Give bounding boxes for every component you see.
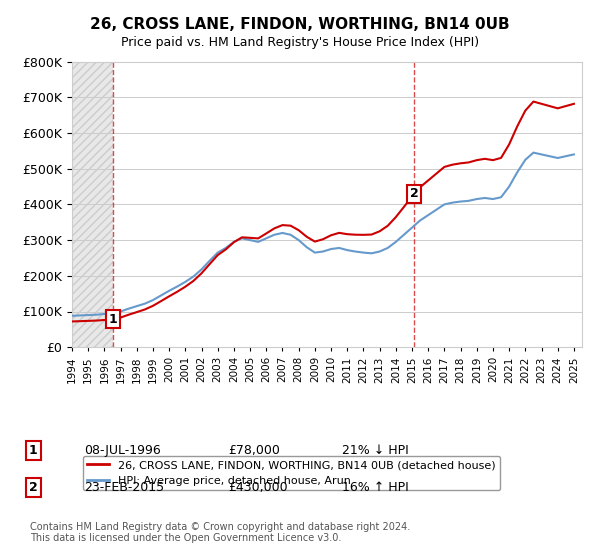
Text: £430,000: £430,000 — [228, 480, 287, 494]
Text: 2: 2 — [410, 187, 419, 200]
Text: 1: 1 — [29, 444, 37, 458]
Bar — [72, 62, 113, 347]
Text: 16% ↑ HPI: 16% ↑ HPI — [342, 480, 409, 494]
Text: 26, CROSS LANE, FINDON, WORTHING, BN14 0UB: 26, CROSS LANE, FINDON, WORTHING, BN14 0… — [90, 17, 510, 32]
Text: 21% ↓ HPI: 21% ↓ HPI — [342, 444, 409, 458]
Text: 2: 2 — [29, 480, 37, 494]
Text: 23-FEB-2015: 23-FEB-2015 — [84, 480, 164, 494]
Text: Price paid vs. HM Land Registry's House Price Index (HPI): Price paid vs. HM Land Registry's House … — [121, 36, 479, 49]
Legend: 26, CROSS LANE, FINDON, WORTHING, BN14 0UB (detached house), HPI: Average price,: 26, CROSS LANE, FINDON, WORTHING, BN14 0… — [83, 456, 500, 490]
Text: 08-JUL-1996: 08-JUL-1996 — [84, 444, 161, 458]
Text: Contains HM Land Registry data © Crown copyright and database right 2024.
This d: Contains HM Land Registry data © Crown c… — [30, 521, 410, 543]
Text: £78,000: £78,000 — [228, 444, 280, 458]
Text: 1: 1 — [109, 313, 117, 326]
